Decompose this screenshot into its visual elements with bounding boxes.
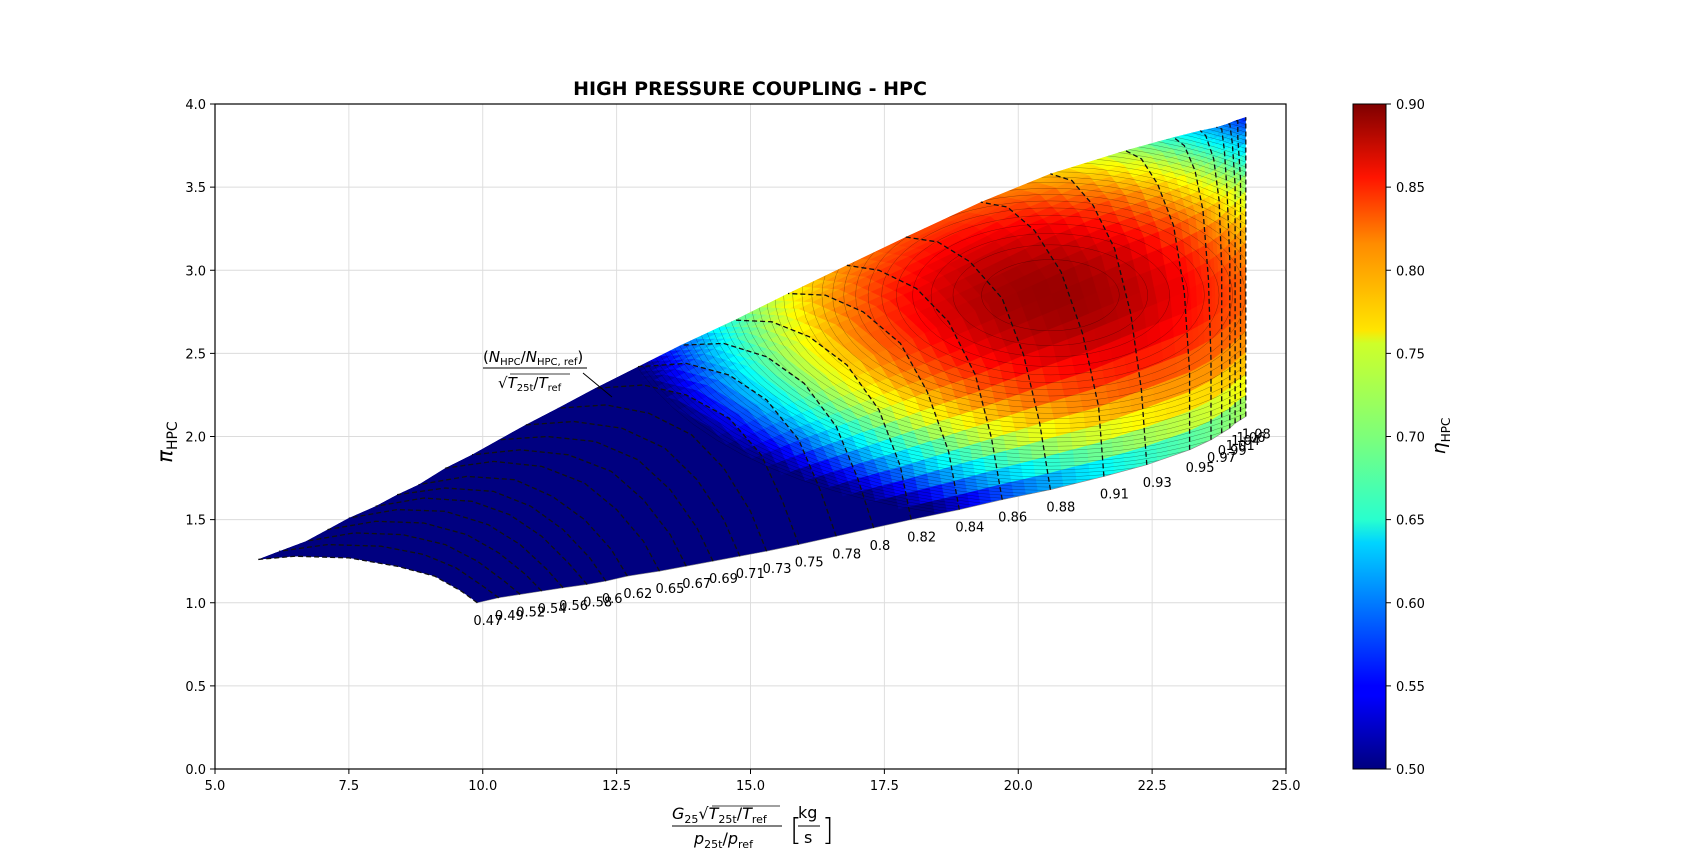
annotation-numerator: (NHPC/NHPC, ref) [483, 348, 583, 368]
y-tick-label: 2.5 [185, 347, 206, 362]
y-tick-label: 3.0 [185, 264, 206, 279]
efficiency-fill [257, 117, 1246, 603]
colorbar-tick-label: 0.80 [1396, 264, 1425, 279]
efficiency-cell [1189, 387, 1196, 412]
x-tick-label: 10.0 [468, 779, 497, 794]
efficiency-cell [1216, 393, 1220, 418]
y-axis-label: πHPC [153, 421, 181, 463]
speed-line-label: 0.8 [870, 539, 891, 554]
speed-line-label: 0.69 [709, 572, 738, 587]
speed-line-label: 0.88 [1046, 501, 1075, 516]
speed-line-label: 0.78 [832, 547, 861, 562]
speed-line-label: 0.71 [736, 567, 765, 582]
y-tick-label: 1.5 [185, 514, 206, 529]
x-tick-label: 17.5 [870, 779, 899, 794]
speed-line-label: 0.93 [1143, 476, 1172, 491]
efficiency-cell [1112, 451, 1126, 475]
efficiency-cell [1244, 350, 1246, 376]
x-tick-label: 12.5 [602, 779, 631, 794]
efficiency-cell [1210, 397, 1215, 421]
x-tick-label: 7.5 [339, 779, 360, 794]
svg-text:G25√T25t/Tref: G25√T25t/Tref [672, 804, 768, 826]
colorbar-ticks: 0.50 0.55 0.60 0.65 0.70 0.75 0.80 0.85 0.90 [1386, 98, 1425, 778]
speed-line-label: 0.84 [955, 521, 984, 536]
speed-line-label: 1.08 [1242, 428, 1271, 443]
efficiency-cell [1199, 382, 1207, 406]
efficiency-cell [1205, 379, 1212, 404]
x-tick-label: 22.5 [1138, 779, 1167, 794]
y-tick-label: 1.0 [185, 597, 206, 612]
colorbar-tick-label: 0.60 [1396, 597, 1425, 612]
y-tick-label: 4.0 [185, 98, 206, 113]
x-tick-label: 15.0 [736, 779, 765, 794]
colorbar [1352, 103, 1387, 770]
x-tick-label: 5.0 [205, 779, 226, 794]
x-tick-label: 25.0 [1272, 779, 1301, 794]
x-tick-label: 20.0 [1004, 779, 1033, 794]
efficiency-cell [1213, 375, 1217, 399]
speed-line-label: 0.73 [763, 562, 792, 577]
colorbar-tick-label: 0.55 [1396, 680, 1425, 695]
efficiency-cell [1244, 261, 1246, 288]
y-tick-label: 0.5 [185, 680, 206, 695]
y-tick-label: 0.0 [185, 763, 206, 778]
speed-line-label: 0.75 [795, 556, 824, 571]
speed-line-label: 0.62 [623, 587, 652, 602]
efficiency-cell [1102, 455, 1116, 477]
efficiency-cell [1201, 277, 1210, 303]
y-tick-label: 3.5 [185, 181, 206, 196]
x-unit-denominator: s [804, 828, 812, 847]
svg-text:p25t/pref: p25t/pref [693, 829, 754, 851]
speed-line-label: 0.65 [655, 582, 684, 597]
svg-text:πHPC: πHPC [153, 421, 181, 463]
colorbar-tick-label: 0.90 [1396, 98, 1425, 113]
colorbar-tick-label: 0.75 [1396, 347, 1425, 362]
efficiency-cell [1189, 427, 1196, 451]
efficiency-cell [1216, 373, 1220, 397]
colorbar-tick-label: 0.70 [1396, 431, 1425, 446]
efficiency-cell [1194, 404, 1201, 429]
speed-line-label: 0.91 [1100, 487, 1129, 502]
speed-line-annotation: (NHPC/NHPC, ref) √T25t/Tref [483, 348, 613, 398]
x-axis-label: G25√T25t/Tref p25t/pref [ kg s ] [672, 803, 834, 851]
x-axis-ticks: 5.0 7.5 10.0 12.5 15.0 17.5 20.0 22.5 25.0 [205, 769, 1301, 794]
speed-line-label: 0.86 [998, 511, 1027, 526]
speed-line-label: 0.82 [907, 531, 936, 546]
y-tick-label: 2.0 [185, 431, 206, 446]
efficiency-cell [1134, 445, 1148, 469]
annotation-denominator: √T25t/Tref [498, 374, 562, 394]
speed-line-label: 0.67 [682, 577, 711, 592]
x-unit-numerator: kg [798, 803, 817, 822]
efficiency-cell [1213, 355, 1217, 379]
svg-text:]: ] [822, 813, 834, 848]
svg-text:ηHPC: ηHPC [1428, 418, 1453, 455]
colorbar-tick-label: 0.85 [1396, 181, 1425, 196]
efficiency-map [257, 117, 1246, 604]
colorbar-tick-label: 0.65 [1396, 514, 1425, 529]
efficiency-cell [1244, 372, 1246, 397]
speed-line-label: 0.6 [602, 592, 623, 607]
efficiency-cell [1218, 309, 1223, 334]
colorbar-tick-label: 0.50 [1396, 763, 1425, 778]
chart-title: HIGH PRESSURE COUPLING - HPC [573, 78, 927, 100]
colorbar-label: ηHPC [1428, 418, 1453, 455]
y-axis-ticks: 0.0 0.5 1.0 1.5 2.0 2.5 3.0 3.5 4.0 [185, 98, 215, 778]
